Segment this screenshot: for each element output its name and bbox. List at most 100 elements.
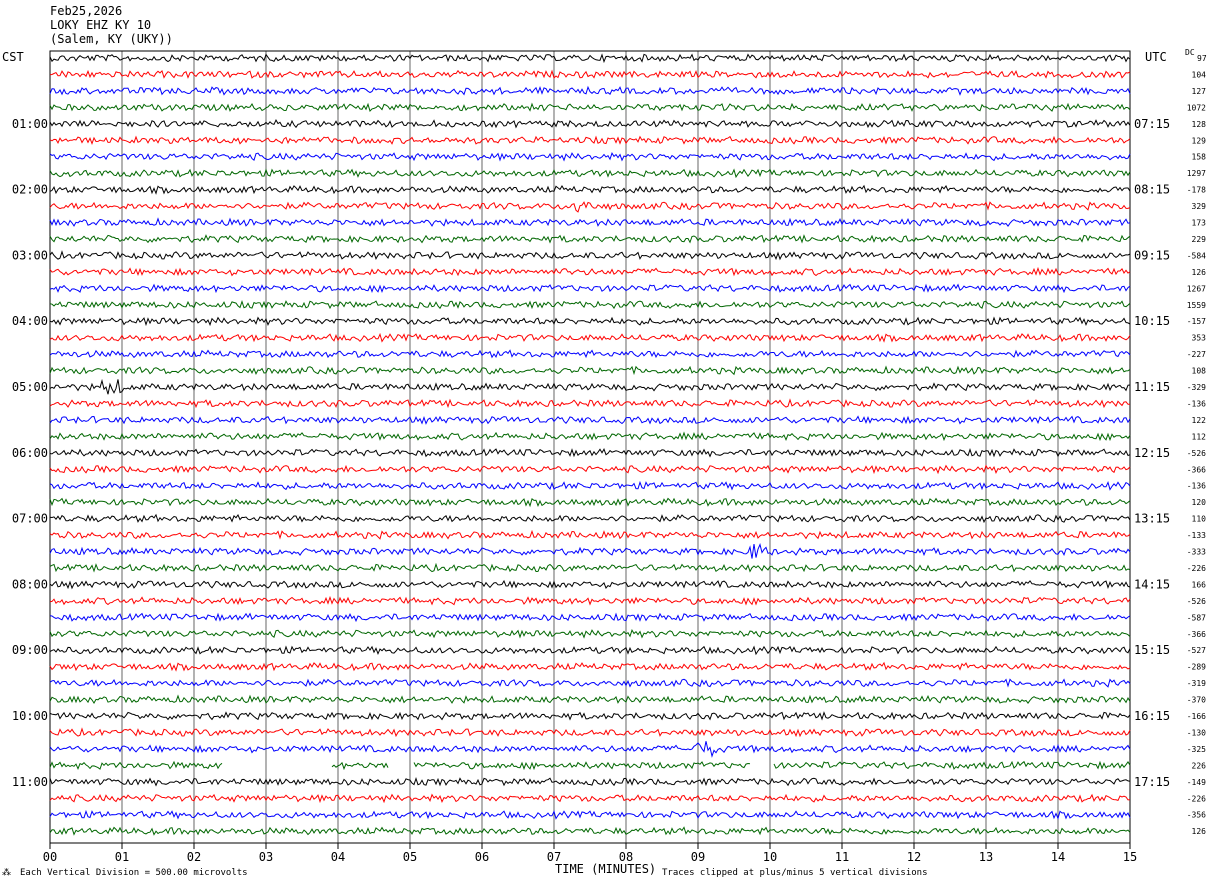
dc-offset-label: -227 (1187, 350, 1206, 359)
header-location: (Salem, KY (UKY)) (50, 32, 173, 46)
trace-line (49, 678, 1131, 688)
dc-offset-label: -319 (1187, 679, 1206, 688)
trace-line (49, 727, 1131, 738)
dc-offset-label: 126 (1192, 827, 1207, 836)
trace-line (49, 529, 1131, 540)
utc-hour-label: 11:15 (1134, 380, 1170, 394)
trace-line (49, 135, 1131, 146)
dc-offset-label: 353 (1192, 334, 1207, 343)
dc-offset-label: -226 (1187, 564, 1206, 573)
dc-offset-label: -149 (1187, 778, 1206, 787)
trace-line (49, 398, 1130, 409)
dc-offset-label: -136 (1187, 482, 1206, 491)
trace-line (49, 316, 1131, 327)
utc-hour-label: 08:15 (1134, 183, 1170, 197)
dc-offset-label: -356 (1187, 811, 1206, 820)
trace-line (49, 760, 1131, 771)
trace-line (49, 250, 1131, 261)
x-tick-label: 02 (187, 850, 201, 864)
dc-offset-label: 166 (1192, 580, 1207, 589)
dc-offset-label: -130 (1187, 728, 1206, 737)
cst-hour-label: 04:00 (12, 314, 48, 328)
x-tick-label: 09 (691, 850, 705, 864)
dc-offset-label: -370 (1187, 696, 1206, 705)
x-tick-label: 04 (331, 850, 345, 864)
dc-offset-label: 1297 (1187, 169, 1206, 178)
x-tick-label: 14 (1051, 850, 1065, 864)
trace-line (49, 102, 1131, 112)
utc-hour-label: 09:15 (1134, 248, 1170, 262)
trace-line (49, 201, 1131, 213)
trace-line (49, 579, 1131, 590)
trace-line (49, 184, 1131, 195)
trace-line (49, 266, 1131, 277)
trace-line (49, 378, 1131, 395)
cst-hour-label: 10:00 (12, 709, 48, 723)
trace-line (49, 711, 1131, 721)
dc-offset-label: -366 (1187, 630, 1206, 639)
utc-hour-label: 17:15 (1134, 775, 1170, 789)
x-tick-label: 13 (979, 850, 993, 864)
x-tick-label: 15 (1123, 850, 1137, 864)
x-tick-label: 07 (547, 850, 561, 864)
cst-hour-label: 01:00 (12, 117, 48, 131)
trace-line (49, 543, 1131, 559)
trace-line (49, 741, 1131, 758)
utc-hour-label: 10:15 (1134, 314, 1170, 328)
dc-offset-label: 126 (1192, 268, 1207, 277)
x-tick-label: 00 (43, 850, 57, 864)
trace-line (49, 168, 1131, 179)
dc-offset-label: -526 (1187, 597, 1206, 606)
trace-line (49, 234, 1131, 244)
dc-offset-label: 329 (1192, 202, 1207, 211)
dc-offset-label: -329 (1187, 383, 1206, 392)
trace-line (49, 448, 1131, 458)
trace-line (49, 119, 1131, 129)
x-tick-label: 01 (115, 850, 129, 864)
dc-offset-label: -226 (1187, 794, 1206, 803)
header-date: Feb25,2026 (50, 4, 123, 18)
trace-line (49, 415, 1131, 425)
utc-hour-label: 15:15 (1134, 643, 1170, 657)
dc-offset-label: -366 (1187, 465, 1206, 474)
trace-line (49, 332, 1131, 343)
dc-offset-label: -584 (1187, 251, 1206, 260)
trace-line (49, 629, 1131, 639)
trace-line (49, 152, 1131, 162)
dc-offset-label: -587 (1187, 613, 1206, 622)
clip-note: Traces clipped at plus/minus 5 vertical … (662, 868, 928, 878)
trace-line (49, 85, 1131, 96)
trace-line (49, 612, 1131, 623)
utc-hour-label: 12:15 (1134, 446, 1170, 460)
dc-offset-label: -325 (1187, 745, 1206, 754)
dc-offset-label: 128 (1192, 120, 1207, 129)
trace-line (49, 562, 1131, 573)
dc-offset-label: 129 (1192, 136, 1207, 145)
trace-line (49, 645, 1131, 656)
header-station: LOKY EHZ KY 10 (50, 18, 152, 32)
cst-hour-label: 08:00 (12, 577, 48, 591)
x-axis-title: TIME (MINUTES) (555, 862, 657, 876)
dc-offset-label: -527 (1187, 646, 1206, 655)
cst-axis-label: CST (2, 50, 24, 64)
cst-hour-label: 11:00 (12, 775, 48, 789)
dc-first-value: 97 (1197, 54, 1207, 63)
dc-offset-label: 127 (1192, 87, 1207, 96)
utc-hour-label: 14:15 (1134, 577, 1170, 591)
dc-offset-label: 104 (1192, 70, 1207, 79)
utc-axis-label: UTC (1145, 50, 1167, 64)
utc-hour-label: 07:15 (1134, 117, 1170, 131)
cst-hour-label: 03:00 (12, 248, 48, 262)
dc-offset-label: 108 (1192, 367, 1207, 376)
trace-line (49, 793, 1131, 804)
x-tick-label: 06 (475, 850, 489, 864)
trace-line (49, 283, 1131, 294)
trace-line (49, 431, 1131, 442)
cst-hour-label: 06:00 (12, 446, 48, 460)
dc-offset-label: -333 (1187, 548, 1206, 557)
trace-line (49, 217, 1131, 227)
dc-label: DC (1185, 48, 1195, 57)
dc-offset-label: 122 (1192, 416, 1207, 425)
dc-offset-label: -166 (1187, 712, 1206, 721)
